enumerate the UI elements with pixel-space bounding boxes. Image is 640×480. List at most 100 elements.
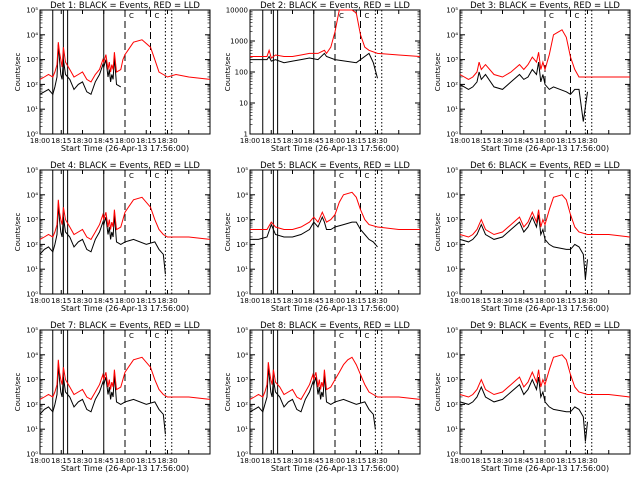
marker-annotation: C <box>129 172 134 180</box>
y-tick-label: 10² <box>26 241 38 249</box>
series-events-line <box>249 367 376 430</box>
x-tick-label: 18:30 <box>72 137 92 145</box>
y-tick-label: 10⁵ <box>446 327 458 335</box>
x-tick-label: 18:00 <box>30 137 50 145</box>
x-tick-label: 18:45 <box>304 297 324 305</box>
y-tick-label: 10³ <box>446 216 458 224</box>
x-tick-label: 18:45 <box>94 137 114 145</box>
marker-annotation: C <box>575 332 580 340</box>
x-tick-label: 18:30 <box>492 297 512 305</box>
y-tick-label: 10² <box>446 241 458 249</box>
y-tick-label: 10¹ <box>236 266 248 274</box>
y-tick-label: 10¹ <box>26 426 38 434</box>
y-tick-label: 10⁰ <box>236 291 248 299</box>
y-tick-label: 10 <box>239 100 248 108</box>
y-axis-label: Counts/sec <box>224 373 232 412</box>
y-tick-label: 10¹ <box>446 106 458 114</box>
y-tick-label: 10¹ <box>26 266 38 274</box>
y-tick-label: 10⁴ <box>236 351 248 359</box>
x-tick-label: 18:30 <box>282 457 302 465</box>
y-tick-label: 10⁴ <box>26 31 38 39</box>
marker-annotation: C <box>129 12 134 20</box>
x-tick-label: 18:30 <box>492 137 512 145</box>
x-tick-label: 18:45 <box>514 137 534 145</box>
y-tick-label: 10² <box>446 401 458 409</box>
y-tick-label: 10⁵ <box>26 7 38 15</box>
x-tick-label: 18:00 <box>450 137 470 145</box>
y-tick-label: 10³ <box>236 216 248 224</box>
marker-annotation: C <box>549 332 554 340</box>
x-tick-label: 18:15 <box>261 457 281 465</box>
y-tick-label: 10¹ <box>236 426 248 434</box>
y-tick-label: 10³ <box>446 376 458 384</box>
y-tick-label: 10⁰ <box>236 451 248 459</box>
y-tick-label: 10⁴ <box>26 351 38 359</box>
x-tick-label: 18:00 <box>30 457 50 465</box>
marker-annotation: C <box>365 12 370 20</box>
detector-panel-1: Det 1: BLACK = Events, RED = LLD 10⁰ 10¹ 10… <box>14 1 211 153</box>
panel-title: Det 2: BLACK = Events, RED = LLD <box>260 1 410 11</box>
y-tick-label: 10² <box>446 81 458 89</box>
y-tick-label: 10⁰ <box>446 451 458 459</box>
y-axis-label: Counts/sec <box>224 213 232 252</box>
x-axis-label: Start Time (26-Apr-13 17:56:00) <box>271 304 399 313</box>
y-tick-label: 100 <box>235 69 248 77</box>
series-lld-line <box>250 191 420 230</box>
series-events-line <box>459 377 588 442</box>
series-lld-line <box>39 196 211 241</box>
y-tick-label: 10⁵ <box>236 167 248 175</box>
detector-panel-5: Det 5: BLACK = Events, RED = LLD 10⁰ 10¹ 10… <box>224 161 421 313</box>
y-tick-label: 10⁵ <box>26 327 38 335</box>
y-tick-label: 10³ <box>236 376 248 384</box>
y-tick-label: 10¹ <box>446 266 458 274</box>
x-tick-label: 18:15 <box>136 457 156 465</box>
y-tick-label: 10⁵ <box>446 167 458 175</box>
x-tick-label: 18:30 <box>492 457 512 465</box>
x-axis-label: Start Time (26-Apr-13 17:56:00) <box>271 144 399 153</box>
x-tick-label: 18:30 <box>72 297 92 305</box>
x-tick-label: 18:00 <box>240 297 260 305</box>
x-axis-label: Start Time (26-Apr-13 17:56:00) <box>481 464 609 473</box>
x-tick-label: 18:00 <box>115 137 135 145</box>
x-axis-label: Start Time (26-Apr-13 17:56:00) <box>481 304 609 313</box>
y-tick-label: 10⁵ <box>26 167 38 175</box>
y-tick-label: 1000 <box>230 38 248 46</box>
y-tick-label: 10² <box>236 401 248 409</box>
detector-panel-3: Det 3: BLACK = Events, RED = LLD 10⁰ 10¹ 10… <box>434 1 631 153</box>
x-tick-label: 18:00 <box>325 297 345 305</box>
x-tick-label: 18:45 <box>94 457 114 465</box>
series-events-line <box>250 52 378 79</box>
y-tick-label: 1 <box>244 131 248 139</box>
marker-annotation: C <box>339 12 344 20</box>
panel-title: Det 3: BLACK = Events, RED = LLD <box>470 1 620 11</box>
y-tick-label: 10⁴ <box>446 31 458 39</box>
x-tick-label: 18:30 <box>157 137 177 145</box>
marker-annotation: C <box>575 172 580 180</box>
series-events-line <box>39 204 166 275</box>
x-tick-label: 18:15 <box>556 137 576 145</box>
detector-panel-2: Det 2: BLACK = Events, RED = LLD 1 10 100 10… <box>224 1 421 153</box>
x-tick-label: 18:00 <box>325 137 345 145</box>
y-tick-label: 10³ <box>26 56 38 64</box>
y-tick-label: 10⁵ <box>446 7 458 15</box>
marker-annotation: C <box>155 172 160 180</box>
x-tick-label: 18:45 <box>514 457 534 465</box>
marker-annotation: C <box>549 172 554 180</box>
y-tick-label: 10¹ <box>446 426 458 434</box>
x-tick-label: 18:30 <box>282 137 302 145</box>
series-lld-line <box>39 39 211 83</box>
y-tick-label: 10² <box>236 241 248 249</box>
x-tick-label: 18:30 <box>367 297 387 305</box>
x-tick-label: 18:30 <box>157 297 177 305</box>
x-tick-label: 18:00 <box>535 457 555 465</box>
y-tick-label: 10² <box>26 401 38 409</box>
y-axis-label: Counts/sec <box>14 373 22 412</box>
panel-title: Det 7: BLACK = Events, RED = LLD <box>50 321 200 331</box>
y-tick-label: 10⁰ <box>26 451 38 459</box>
detector-panel-9: Det 9: BLACK = Events, RED = LLD 10⁰ 10¹ 10… <box>434 321 631 473</box>
x-tick-label: 18:30 <box>367 137 387 145</box>
x-tick-label: 18:15 <box>51 137 71 145</box>
marker-annotation: C <box>339 172 344 180</box>
y-tick-label: 10³ <box>26 376 38 384</box>
x-tick-label: 18:15 <box>471 137 491 145</box>
